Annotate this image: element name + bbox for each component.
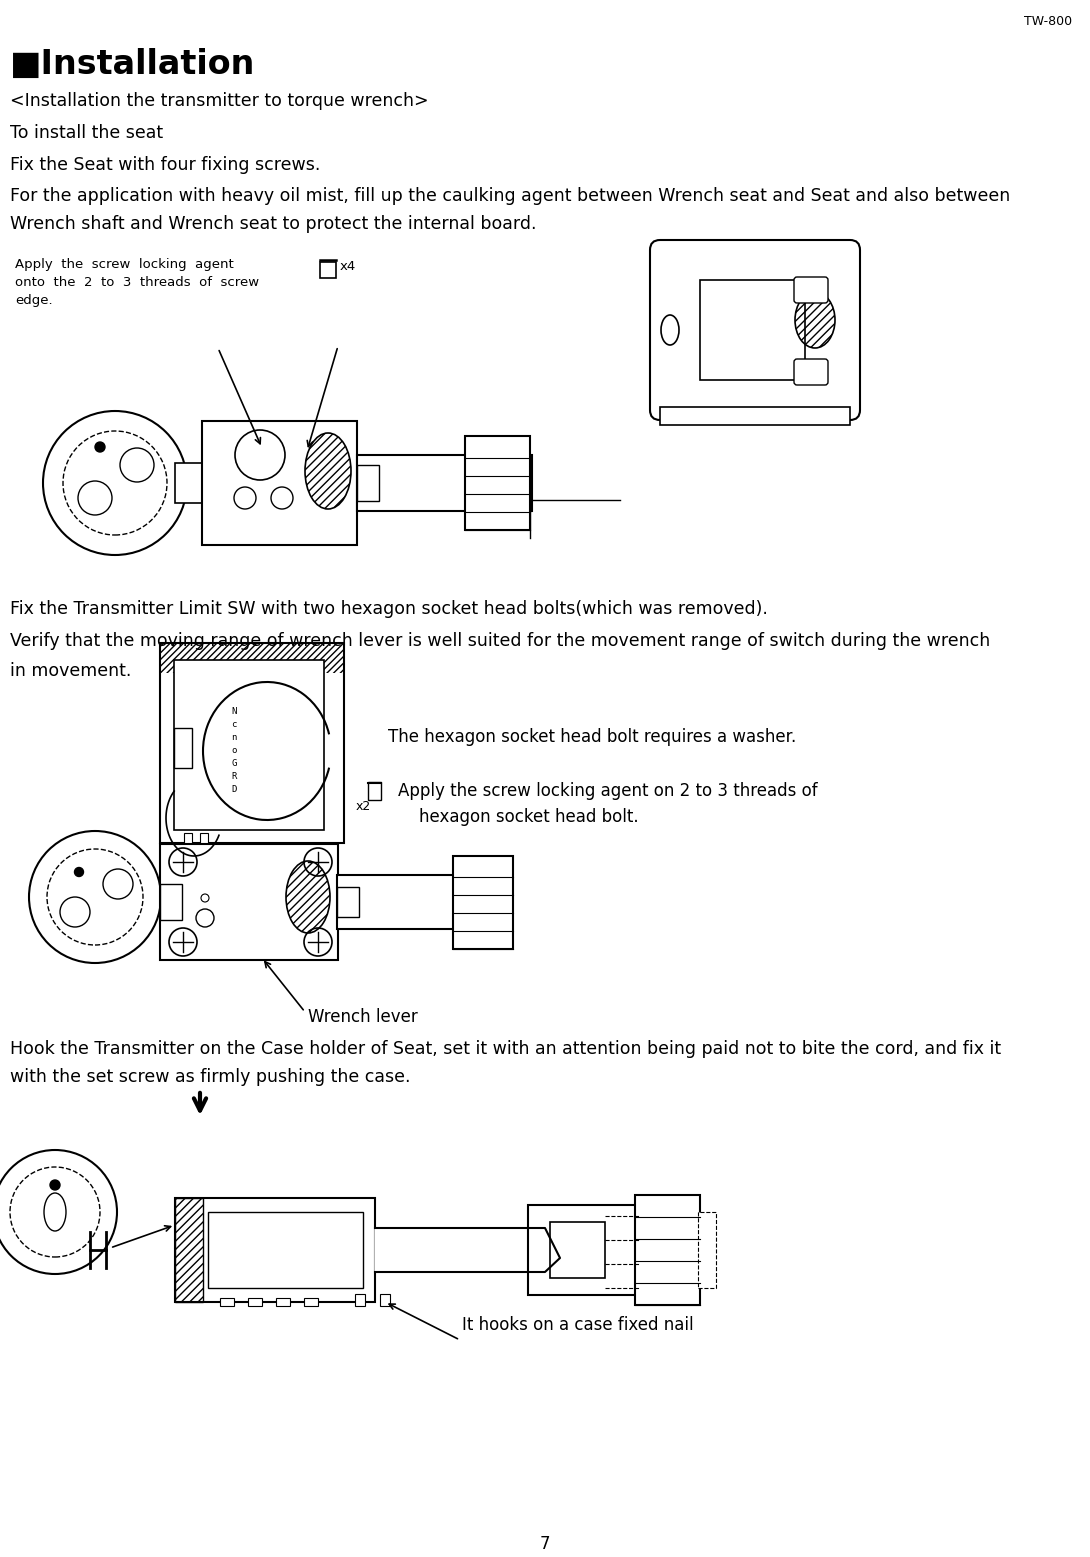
Text: R: R	[231, 772, 237, 780]
Circle shape	[304, 849, 332, 877]
Text: To install the seat: To install the seat	[10, 125, 164, 142]
Bar	[661, 406, 850, 425]
FancyBboxPatch shape	[794, 360, 828, 385]
Bar	[380, 1294, 390, 1306]
Bar	[453, 856, 513, 950]
Bar	[698, 1211, 716, 1288]
Circle shape	[304, 928, 332, 956]
Circle shape	[74, 867, 84, 877]
Circle shape	[29, 831, 161, 962]
FancyBboxPatch shape	[794, 277, 828, 304]
Circle shape	[60, 897, 90, 926]
Circle shape	[235, 430, 284, 480]
Text: n: n	[231, 732, 237, 741]
Circle shape	[0, 1151, 117, 1274]
Bar	[160, 844, 338, 961]
Text: x2: x2	[356, 800, 372, 813]
Bar	[276, 1299, 290, 1306]
Text: N: N	[231, 707, 237, 716]
Bar	[160, 643, 344, 673]
Text: Verify that the moving range of wrench lever is well suited for the movement ran: Verify that the moving range of wrench l…	[10, 632, 990, 649]
Circle shape	[120, 448, 154, 483]
Text: edge.: edge.	[15, 294, 52, 307]
Text: onto  the  2  to  3  threads  of  screw: onto the 2 to 3 threads of screw	[15, 276, 259, 290]
Bar	[304, 1299, 318, 1306]
Circle shape	[196, 909, 214, 926]
Text: <Installation the transmitter to torque wrench>: <Installation the transmitter to torque …	[10, 92, 428, 111]
Polygon shape	[375, 1228, 560, 1272]
Text: hexagon socket head bolt.: hexagon socket head bolt.	[398, 808, 639, 827]
Bar	[337, 875, 512, 930]
Bar	[208, 1211, 363, 1288]
Text: o: o	[231, 746, 237, 755]
Text: For the application with heavy oil mist, fill up the caulking agent between Wren: For the application with heavy oil mist,…	[10, 187, 1010, 206]
Text: Wrench lever: Wrench lever	[308, 1007, 417, 1026]
Ellipse shape	[661, 315, 679, 346]
Bar	[550, 1222, 605, 1278]
Text: Fix the Transmitter Limit SW with two hexagon socket head bolts(which was remove: Fix the Transmitter Limit SW with two he…	[10, 599, 767, 618]
Bar	[249, 1299, 262, 1306]
Circle shape	[169, 849, 197, 877]
Bar	[220, 1299, 234, 1306]
Bar	[320, 262, 336, 279]
Text: Apply  the  screw  locking  agent: Apply the screw locking agent	[15, 258, 233, 271]
Text: Apply the screw locking agent on 2 to 3 threads of: Apply the screw locking agent on 2 to 3 …	[398, 782, 818, 800]
Bar	[175, 1197, 375, 1302]
Bar	[368, 782, 381, 800]
Bar	[358, 466, 379, 501]
Text: Hook the Transmitter on the Case holder of Seat, set it with an attention being : Hook the Transmitter on the Case holder …	[10, 1040, 1001, 1059]
Circle shape	[95, 442, 105, 452]
Text: It hooks on a case fixed nail: It hooks on a case fixed nail	[462, 1316, 693, 1334]
Bar	[199, 833, 208, 845]
Bar	[160, 643, 344, 842]
Bar	[700, 280, 806, 380]
Ellipse shape	[44, 1193, 66, 1232]
Text: Wrench shaft and Wrench seat to protect the internal board.: Wrench shaft and Wrench seat to protect …	[10, 215, 536, 234]
Bar	[160, 884, 182, 920]
FancyBboxPatch shape	[650, 240, 860, 420]
Text: TW-800: TW-800	[1024, 16, 1071, 28]
Bar	[184, 833, 192, 845]
Text: D: D	[231, 785, 237, 794]
Circle shape	[102, 869, 133, 898]
Text: x4: x4	[340, 260, 356, 272]
Text: Fix the Seat with four fixing screws.: Fix the Seat with four fixing screws.	[10, 156, 320, 174]
Text: 7: 7	[540, 1535, 550, 1552]
Bar	[337, 894, 348, 911]
Bar	[174, 660, 324, 830]
Circle shape	[78, 481, 112, 515]
Circle shape	[43, 411, 187, 554]
Bar	[465, 436, 530, 529]
Circle shape	[271, 487, 293, 509]
Bar	[358, 455, 532, 511]
Text: ■Installation: ■Installation	[10, 48, 255, 81]
Bar	[355, 1294, 365, 1306]
Text: with the set screw as firmly pushing the case.: with the set screw as firmly pushing the…	[10, 1068, 411, 1085]
Circle shape	[234, 487, 256, 509]
Bar	[337, 887, 359, 917]
Bar	[202, 420, 358, 545]
Bar	[635, 1196, 700, 1305]
Text: G: G	[231, 758, 237, 768]
Bar	[175, 1197, 203, 1302]
Text: The hexagon socket head bolt requires a washer.: The hexagon socket head bolt requires a …	[388, 729, 797, 746]
Bar	[174, 729, 192, 768]
Text: in movement.: in movement.	[10, 662, 132, 680]
Circle shape	[201, 894, 209, 902]
Bar	[528, 1205, 638, 1295]
Circle shape	[50, 1180, 60, 1190]
Text: c: c	[231, 719, 237, 729]
Circle shape	[169, 928, 197, 956]
Bar	[175, 462, 203, 503]
